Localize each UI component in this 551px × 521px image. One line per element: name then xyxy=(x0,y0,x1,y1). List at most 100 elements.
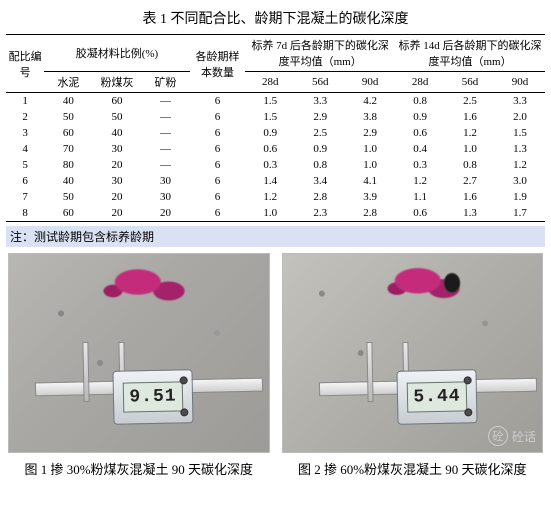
cell-n: 6 xyxy=(190,141,245,157)
cell-c7_56: 2.8 xyxy=(295,189,345,205)
cell-c7_56: 3.4 xyxy=(295,173,345,189)
cell-c7_28: 1.0 xyxy=(245,205,295,222)
cell-cement: 60 xyxy=(44,125,93,141)
table-row: 750203061.22.83.91.11.61.9 xyxy=(6,189,545,205)
caliper-jaw xyxy=(366,342,373,402)
cell-c14_28: 0.4 xyxy=(395,141,445,157)
cell-c14_56: 1.6 xyxy=(445,189,495,205)
figures-row: 9.51 图 1 掺 30%粉煤灰混凝土 90 天碳化深度 xyxy=(6,253,545,478)
cell-slag: — xyxy=(141,125,190,141)
cell-no: 8 xyxy=(6,205,44,222)
table-row: 36040—60.92.52.90.61.21.5 xyxy=(6,125,545,141)
cell-c14_56: 1.2 xyxy=(445,125,495,141)
cell-c14_90: 1.7 xyxy=(495,205,545,222)
caliper-button-icon xyxy=(463,376,471,384)
cell-n: 6 xyxy=(190,173,245,189)
cell-c7_28: 0.9 xyxy=(245,125,295,141)
cell-n: 6 xyxy=(190,125,245,141)
cell-flyash: 60 xyxy=(93,93,142,110)
cell-slag: 30 xyxy=(141,173,190,189)
col-14-56d: 56d xyxy=(445,72,495,93)
caliper-display: 5.44 xyxy=(396,369,477,425)
cell-n: 6 xyxy=(190,189,245,205)
cell-c14_90: 1.9 xyxy=(495,189,545,205)
figure-2-image: 5.44 砼 砼话 xyxy=(282,253,544,453)
cell-flyash: 40 xyxy=(93,125,142,141)
cell-cement: 50 xyxy=(44,109,93,125)
table-row: 25050—61.52.93.80.91.62.0 xyxy=(6,109,545,125)
cell-c14_90: 1.2 xyxy=(495,157,545,173)
phenolphthalein-stain xyxy=(82,258,207,318)
table-row: 14060—61.53.34.20.82.53.3 xyxy=(6,93,545,110)
cell-flyash: 20 xyxy=(93,189,142,205)
figure-2: 5.44 砼 砼话 图 2 掺 60%粉煤灰混凝土 90 天碳化深度 xyxy=(282,253,544,478)
figure-2-caption: 图 2 掺 60%粉煤灰混凝土 90 天碳化深度 xyxy=(282,459,544,478)
col-sample-count: 各龄期样本数量 xyxy=(190,35,245,93)
caliper-button-icon xyxy=(180,408,188,416)
watermark: 砼 砼话 xyxy=(488,426,536,446)
cell-c14_28: 0.6 xyxy=(395,205,445,222)
cell-n: 6 xyxy=(190,205,245,222)
cell-no: 6 xyxy=(6,173,44,189)
cell-c7_56: 0.9 xyxy=(295,141,345,157)
cell-no: 5 xyxy=(6,157,44,173)
cell-cement: 60 xyxy=(44,205,93,222)
cell-c14_28: 0.8 xyxy=(395,93,445,110)
table-row: 58020—60.30.81.00.30.81.2 xyxy=(6,157,545,173)
cell-slag: — xyxy=(141,141,190,157)
cell-flyash: 30 xyxy=(93,173,142,189)
cell-slag: — xyxy=(141,157,190,173)
caliper-jaw xyxy=(82,342,89,402)
figure-1-image: 9.51 xyxy=(8,253,270,453)
cell-c14_56: 1.6 xyxy=(445,109,495,125)
cell-no: 3 xyxy=(6,125,44,141)
caliper-lcd: 9.51 xyxy=(123,381,184,412)
cell-c7_90: 2.8 xyxy=(345,205,395,222)
cell-c14_56: 0.8 xyxy=(445,157,495,173)
cell-c7_90: 3.8 xyxy=(345,109,395,125)
caliper-display: 9.51 xyxy=(112,369,193,425)
watermark-icon: 砼 xyxy=(488,426,508,446)
cell-no: 7 xyxy=(6,189,44,205)
cell-cement: 70 xyxy=(44,141,93,157)
cell-slag: — xyxy=(141,109,190,125)
cell-c14_56: 2.5 xyxy=(445,93,495,110)
table-row: 860202061.02.32.80.61.31.7 xyxy=(6,205,545,222)
table-row: 640303061.43.44.11.22.73.0 xyxy=(6,173,545,189)
caliper-button-icon xyxy=(464,408,472,416)
cell-c7_56: 2.5 xyxy=(295,125,345,141)
cell-c14_28: 1.2 xyxy=(395,173,445,189)
col-group-cure14: 标养 14d 后各龄期下的碳化深度平均值（mm） xyxy=(395,35,545,72)
col-7-28d: 28d xyxy=(245,72,295,93)
table-title: 表 1 不同配合比、龄期下混凝土的碳化深度 xyxy=(6,8,545,28)
table-header: 配比编号 胶凝材料比例(%) 各龄期样本数量 标养 7d 后各龄期下的碳化深度平… xyxy=(6,35,545,93)
cell-cement: 80 xyxy=(44,157,93,173)
cell-no: 1 xyxy=(6,93,44,110)
cell-c7_56: 2.3 xyxy=(295,205,345,222)
cell-flyash: 30 xyxy=(93,141,142,157)
table-note: 注：测试龄期包含标养龄期 xyxy=(6,226,545,247)
cell-c14_28: 0.3 xyxy=(395,157,445,173)
cell-c14_56: 2.7 xyxy=(445,173,495,189)
cell-cement: 40 xyxy=(44,173,93,189)
cell-c14_56: 1.3 xyxy=(445,205,495,222)
cell-c7_28: 1.5 xyxy=(245,109,295,125)
col-group-binder: 胶凝材料比例(%) xyxy=(44,35,190,72)
cell-c7_90: 3.9 xyxy=(345,189,395,205)
col-flyash: 粉煤灰 xyxy=(93,72,142,93)
cell-flyash: 20 xyxy=(93,205,142,222)
cell-flyash: 50 xyxy=(93,109,142,125)
col-slag: 矿粉 xyxy=(141,72,190,93)
col-cement: 水泥 xyxy=(44,72,93,93)
watermark-text: 砼话 xyxy=(512,428,536,445)
col-7-56d: 56d xyxy=(295,72,345,93)
page: 表 1 不同配合比、龄期下混凝土的碳化深度 配比编号 胶凝材料比例(%) 各龄期… xyxy=(0,0,551,486)
cell-c14_56: 1.0 xyxy=(445,141,495,157)
cell-n: 6 xyxy=(190,157,245,173)
cell-c7_28: 1.4 xyxy=(245,173,295,189)
cell-c7_90: 2.9 xyxy=(345,125,395,141)
col-14-90d: 90d xyxy=(495,72,545,93)
cell-c14_90: 1.5 xyxy=(495,125,545,141)
col-7-90d: 90d xyxy=(345,72,395,93)
col-mix-no: 配比编号 xyxy=(6,35,44,93)
